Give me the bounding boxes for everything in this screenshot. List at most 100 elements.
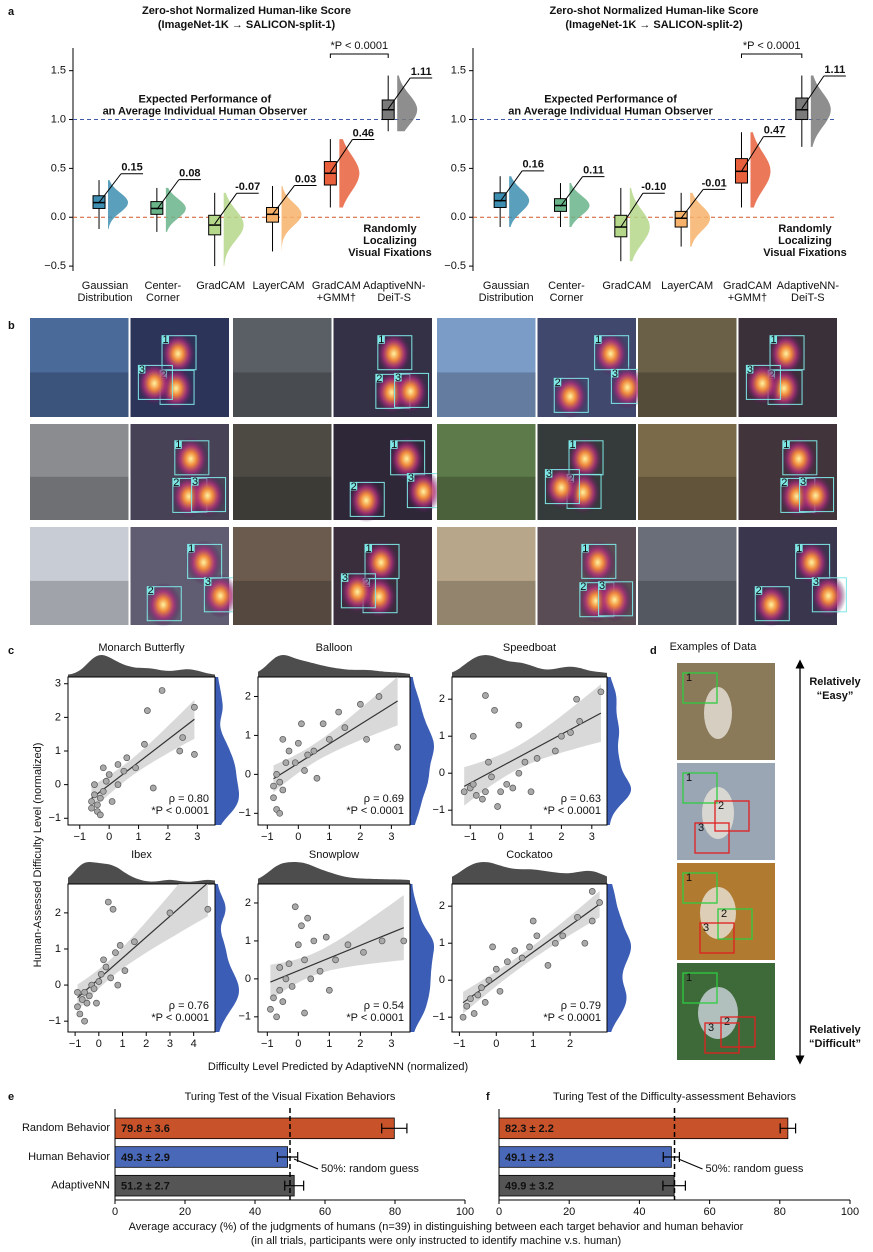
y-tick-label: 0 bbox=[439, 767, 445, 779]
x-tick-label: 1 bbox=[528, 831, 534, 843]
point bbox=[521, 758, 529, 766]
point bbox=[279, 735, 287, 743]
photo bbox=[233, 318, 332, 417]
annotation: *P < 0.0001 bbox=[543, 1012, 601, 1024]
y-tick-label: 0 bbox=[439, 974, 445, 986]
point bbox=[104, 898, 112, 906]
point bbox=[273, 771, 280, 778]
difficult-label: “Difficult” bbox=[809, 1038, 861, 1050]
fixation-number: 1 bbox=[595, 334, 601, 346]
x-tick-label: 0 bbox=[96, 1038, 102, 1050]
point bbox=[597, 688, 605, 696]
annotation: *P < 0.0001 bbox=[346, 1012, 404, 1024]
y-axis-label: Human-Assessed Difficulty Level (normali… bbox=[32, 743, 44, 968]
point bbox=[83, 999, 91, 1007]
point bbox=[114, 781, 122, 788]
x-tick-label: GradCAM bbox=[312, 280, 361, 292]
point bbox=[74, 1003, 81, 1011]
fixation-box bbox=[340, 573, 376, 609]
point bbox=[282, 975, 290, 983]
point bbox=[479, 795, 486, 803]
fixation-tag bbox=[191, 477, 199, 486]
confidence-band bbox=[464, 684, 601, 806]
x-tick-label: 0 bbox=[496, 1206, 502, 1218]
marginal-y bbox=[215, 677, 239, 825]
point bbox=[588, 917, 596, 925]
y-tick-label: AdaptiveNN bbox=[51, 1180, 110, 1192]
point bbox=[273, 1013, 280, 1021]
point bbox=[166, 909, 174, 917]
example-box-number: 1 bbox=[686, 772, 692, 784]
mean-label: 0.16 bbox=[522, 159, 543, 171]
mean-label: -0.10 bbox=[641, 181, 666, 193]
point bbox=[123, 754, 131, 762]
fixation-box bbox=[553, 377, 589, 413]
point bbox=[467, 995, 474, 1003]
point bbox=[131, 938, 138, 946]
x-tick-label: 0 bbox=[295, 1038, 301, 1050]
significance-label: *P < 0.0001 bbox=[743, 40, 801, 52]
marginal-x bbox=[452, 655, 607, 677]
fixation-tag bbox=[795, 544, 803, 553]
point bbox=[526, 943, 533, 951]
y-tick-label: −1 bbox=[238, 807, 251, 819]
point bbox=[313, 774, 321, 782]
chart-title: Turing Test of the Visual Fixation Behav… bbox=[185, 1091, 396, 1103]
point bbox=[78, 996, 86, 1003]
point bbox=[394, 743, 401, 751]
x-tick-label: GradCAM bbox=[196, 280, 245, 292]
y-tick-label: −0.5 bbox=[44, 260, 66, 272]
point bbox=[285, 747, 293, 755]
x-tick-label: 3 bbox=[388, 831, 394, 843]
fixation-number: 3 bbox=[139, 364, 145, 376]
point bbox=[344, 941, 352, 949]
value-label: 79.8 ± 3.6 bbox=[121, 1123, 170, 1135]
chart-title: (ImageNet-1K → SALICON-split-1) bbox=[158, 19, 336, 31]
plot-frame bbox=[257, 883, 411, 1033]
mean-label: 0.03 bbox=[295, 173, 316, 185]
easy-label: “Easy” bbox=[817, 690, 854, 702]
point bbox=[596, 899, 603, 906]
fixation-number: 3 bbox=[813, 576, 819, 588]
y-tick-label: 1.0 bbox=[451, 113, 466, 125]
y-tick-label: −1 bbox=[48, 1015, 61, 1027]
chart-title: Balloon bbox=[316, 642, 353, 654]
x-tick-label: 3 bbox=[388, 1038, 394, 1050]
mean-leader bbox=[741, 136, 764, 172]
chart-title: Monarch Butterfly bbox=[98, 642, 185, 654]
mean-leader bbox=[620, 193, 644, 228]
point bbox=[88, 798, 95, 805]
fixation-number: 1 bbox=[783, 439, 789, 451]
violin bbox=[569, 183, 590, 228]
x-tick-label: DeiT-S bbox=[791, 292, 825, 304]
mean-label: -0.01 bbox=[702, 177, 727, 189]
point bbox=[107, 974, 115, 982]
photo-shade bbox=[638, 580, 737, 625]
x-tick-label: 20 bbox=[179, 1206, 191, 1218]
violin bbox=[629, 187, 650, 262]
y-tick-label: −1 bbox=[238, 1011, 251, 1023]
example-box bbox=[717, 908, 753, 940]
fixation-tag bbox=[162, 335, 170, 344]
example-box-number: 1 bbox=[686, 672, 692, 684]
reference-label: Localizing bbox=[778, 235, 832, 247]
x-axis-label: Difficulty Level Predicted by AdaptiveNN… bbox=[208, 1061, 468, 1073]
marginal-y bbox=[410, 677, 434, 825]
point bbox=[488, 773, 495, 781]
example-box-number: 2 bbox=[718, 800, 724, 812]
point bbox=[485, 758, 492, 766]
point bbox=[267, 1005, 274, 1013]
point bbox=[120, 767, 128, 775]
point bbox=[81, 1017, 88, 1025]
confidence-band bbox=[463, 891, 600, 1014]
fixation-tag bbox=[780, 478, 788, 487]
point bbox=[463, 1002, 471, 1010]
fixation-tag bbox=[581, 544, 589, 553]
fixation-number: 1 bbox=[175, 439, 181, 451]
x-tick-label: 1 bbox=[326, 1038, 332, 1050]
panel-label: d bbox=[650, 645, 657, 657]
point bbox=[291, 903, 299, 911]
chart-title: Zero-shot Normalized Human-like Score bbox=[549, 5, 758, 17]
fixation-tag bbox=[375, 374, 383, 383]
point bbox=[494, 803, 501, 810]
